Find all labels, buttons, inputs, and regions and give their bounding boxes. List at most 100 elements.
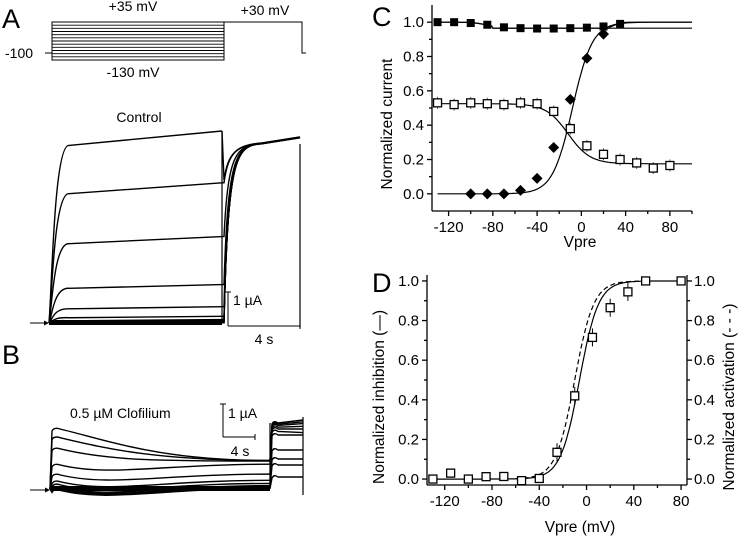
clofilium-tail-trace: [269, 425, 304, 465]
protocol-step-label: +35 mV: [109, 0, 158, 14]
y-tick-label: 0.2: [398, 431, 419, 448]
chart-d: -120 -80 -40 0 40 800.0 0.00.2 0.20.4 0.40.6 0.60…: [398, 273, 715, 510]
clofilium-tail-trace: [269, 433, 303, 484]
data-point: [616, 19, 625, 28]
data-point: [582, 141, 592, 151]
panel-label-b: B: [2, 340, 20, 370]
data-point: [534, 473, 544, 484]
control-scale-bar: [225, 291, 301, 329]
data-point: [599, 22, 608, 31]
control-tail-trace: [222, 136, 301, 317]
data-point: [623, 287, 633, 297]
control-tail-trace: [222, 136, 301, 238]
control-tail-trace: [222, 137, 301, 324]
data-point: [676, 276, 686, 286]
y-tick-label: 0.6: [403, 83, 424, 100]
data-point: [481, 188, 493, 200]
x-tick-label: 40: [625, 493, 642, 510]
data-point: [463, 474, 474, 484]
clofilium-step-trace: [49, 427, 271, 490]
data-point: [640, 276, 651, 286]
voltage-protocol: [45, 21, 306, 61]
data-point: [449, 99, 459, 110]
y-tick-label: 0.4: [398, 392, 419, 409]
data-point: [582, 23, 591, 32]
data-point: [433, 18, 442, 27]
y-tick-label: 0.2: [403, 152, 424, 169]
data-point: [605, 303, 615, 313]
clofilium-scale-time: 4 s: [231, 443, 250, 459]
control-step-trace: [48, 130, 223, 324]
clofilium-baseline-arrow: [30, 487, 50, 493]
protocol-tail-label: +30 mV: [241, 2, 290, 18]
chart-c-ylabel: Normalized current: [379, 58, 396, 190]
clofilium-step-trace: [49, 447, 271, 490]
data-point: [499, 99, 509, 110]
data-point: [481, 472, 491, 482]
data-point: [432, 98, 443, 108]
data-point: [515, 98, 526, 108]
x-tick-label: 0: [582, 493, 590, 510]
clofilium-step-trace: [49, 479, 271, 490]
data-point: [548, 141, 560, 153]
clofilium-scale-bar: [220, 403, 256, 440]
y-tick-label: 0.4: [403, 117, 424, 134]
x-tick-label: -40: [528, 493, 550, 510]
control-baseline-band: [49, 320, 222, 325]
x-tick-label: -120: [430, 493, 460, 510]
data-point: [428, 474, 438, 484]
y-right-tick-label: 0.6: [694, 352, 715, 369]
control-baseline-arrow: [30, 320, 49, 326]
protocol-tail: [224, 21, 306, 54]
y-right-tick-label: 0.2: [694, 431, 715, 448]
y-right-tick-label: 0.8: [694, 313, 715, 330]
panel-label-d: D: [372, 268, 392, 298]
panel-label-a: A: [2, 4, 20, 34]
clofilium-tail-trace: [269, 429, 304, 481]
y-right-tick-label: 1.0: [694, 273, 715, 290]
clofilium-tail-trace: [269, 448, 303, 486]
clofilium-step-trace: [49, 463, 271, 490]
data-point: [570, 391, 580, 401]
data-point: [632, 158, 642, 168]
clofilium-tail-trace: [269, 427, 303, 475]
y-tick-label: 0.0: [403, 186, 424, 203]
clofilium-baseline-band: [50, 486, 270, 491]
chart-c: -120 -80 -40 0 40 80 0.0 0.2 0.4 0.6 0.8 1.0: [403, 5, 693, 236]
data-point: [516, 24, 525, 33]
data-point: [532, 99, 542, 109]
control-step-trace: [48, 182, 223, 324]
x-tick-label: -80: [482, 219, 504, 236]
data-point: [466, 98, 476, 108]
data-point: [665, 160, 675, 171]
data-point: [597, 28, 609, 40]
y-tick-label: 0.8: [403, 49, 424, 66]
fit-activation-dashed: [515, 280, 646, 480]
fit-filled-squares-lower: [437, 21, 692, 29]
fit-open-squares: [437, 103, 692, 165]
x-tick-label: -40: [526, 219, 548, 236]
data-point: [549, 24, 558, 33]
clofilium-step-trace: [49, 473, 271, 490]
control-step-trace: [48, 235, 223, 324]
control-title: Control: [116, 109, 161, 125]
control-tail-trace: [222, 136, 301, 286]
chart-d-ylabel-left: Normalized inhibition (—): [371, 310, 388, 484]
data-point: [499, 471, 509, 482]
data-point: [648, 163, 658, 173]
chart-d-ylabel-right: Normalized activation (- - -): [721, 304, 738, 491]
data-point: [499, 23, 508, 32]
x-tick-label: 0: [577, 219, 585, 236]
data-point: [515, 184, 527, 196]
control-scale-time: 4 s: [255, 331, 274, 347]
control-scale-current: 1 µA: [233, 292, 263, 308]
y-right-tick-label: 0.0: [694, 471, 715, 488]
x-tick-label: 80: [662, 219, 679, 236]
data-point: [549, 106, 559, 117]
y-tick-label: 1.0: [398, 273, 419, 290]
data-point: [482, 99, 492, 109]
x-tick-label: 80: [673, 493, 690, 510]
panel-label-c: C: [372, 2, 392, 32]
protocol-holding-label: -100: [5, 45, 33, 61]
